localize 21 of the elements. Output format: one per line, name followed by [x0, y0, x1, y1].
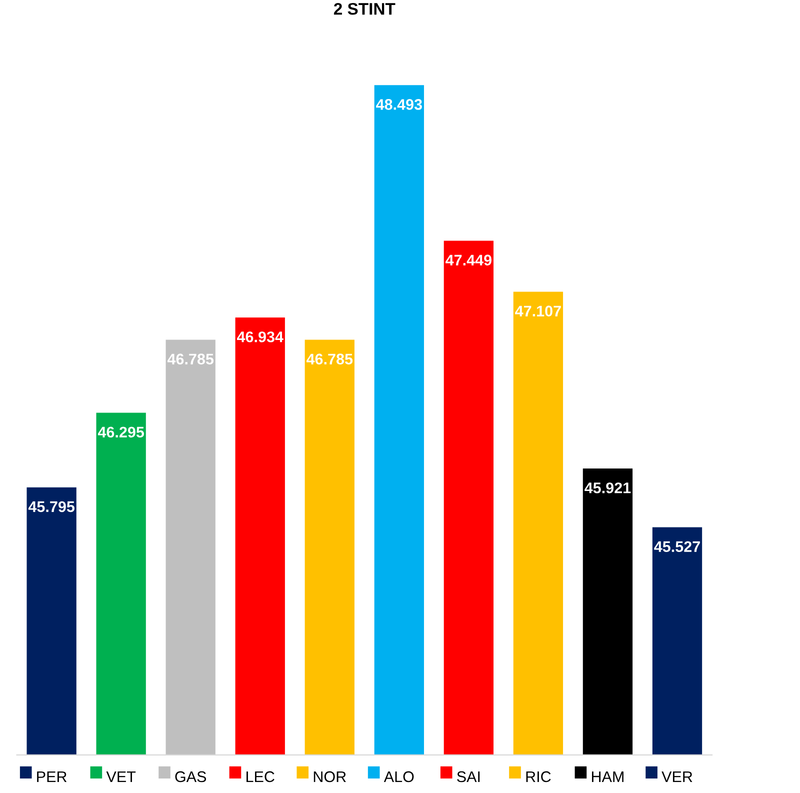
x-tick-label: VET — [106, 771, 136, 782]
data-label: 45.795 — [28, 501, 74, 512]
data-label: 48.493 — [376, 99, 422, 110]
x-tick-label: VER — [662, 771, 692, 782]
data-label: 46.785 — [167, 354, 214, 364]
x-tick-label: GAS — [175, 771, 206, 782]
x-tick-label: SAI — [457, 771, 480, 782]
data-label: 45.527 — [654, 541, 700, 552]
x-tick-label: ALO — [384, 771, 414, 782]
x-tick-label: LEC — [246, 771, 274, 782]
data-label: 45.921 — [584, 482, 631, 494]
data-label: 46.295 — [98, 426, 144, 438]
x-tick-label: PER — [37, 771, 67, 782]
data-label: 46.934 — [236, 331, 284, 342]
x-tick-label: NOR — [314, 771, 346, 782]
data-label: 47.107 — [515, 306, 561, 316]
data-label: 46.785 — [306, 354, 353, 364]
x-tick-label: RIC — [526, 771, 551, 782]
x-tick-label: HAM — [592, 771, 624, 782]
chart-title: 2 STINT — [334, 2, 396, 15]
data-label: 47.449 — [446, 254, 492, 266]
